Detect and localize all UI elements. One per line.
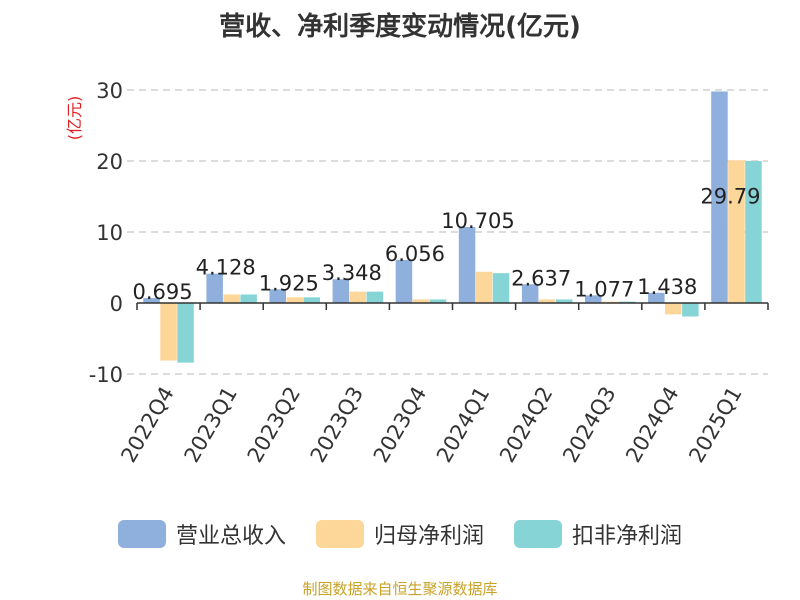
legend: 营业总收入 归母净利润 扣非净利润	[0, 518, 800, 550]
legend-label-deducted-profit: 扣非净利润	[572, 524, 683, 549]
data-label: 6.056	[385, 242, 445, 266]
x-axis-labels: 2022Q4 2023Q1 2023Q2 2023Q3 2023Q4 2024Q1 2024…	[116, 383, 746, 467]
bar-chart: -10 0 10 20 30 2022Q4 2023Q1 2023Q2 2023Q3 2023Q…	[65, 79, 769, 467]
gridlines	[127, 89, 768, 375]
bar[interactable]	[458, 226, 476, 303]
x-axis	[136, 302, 769, 310]
legend-label-net-profit: 归母净利润	[373, 524, 484, 549]
bar[interactable]	[728, 160, 745, 303]
bar[interactable]	[682, 303, 699, 317]
bar[interactable]	[223, 294, 240, 303]
x-tick-label: 2024Q1	[432, 383, 494, 467]
bar[interactable]	[332, 279, 350, 303]
x-tick-label: 2024Q4	[621, 383, 683, 467]
bar[interactable]	[555, 299, 573, 303]
bar[interactable]	[521, 284, 539, 303]
data-label: 10.705	[441, 209, 514, 233]
data-label: 1.077	[574, 277, 634, 301]
legend-swatch-deducted-profit	[514, 520, 562, 548]
legend-item-net-profit[interactable]: 归母净利润	[315, 518, 484, 550]
y-axis-label: (亿元)	[65, 96, 84, 141]
legend-item-deducted-profit[interactable]: 扣非净利润	[514, 518, 682, 550]
bar[interactable]	[240, 294, 257, 303]
bars	[143, 91, 762, 363]
x-tick-label: 2022Q4	[116, 383, 178, 467]
bar[interactable]	[585, 295, 602, 303]
legend-label-revenue: 营业总收入	[175, 524, 286, 549]
legend-swatch-revenue	[117, 520, 166, 548]
data-source-note: 制图数据来自恒生聚源数据库	[302, 580, 498, 598]
bar[interactable]	[286, 297, 304, 303]
bar[interactable]	[648, 292, 665, 303]
data-label: 1.925	[259, 271, 319, 295]
data-label: 2.637	[511, 266, 571, 290]
bar[interactable]	[160, 303, 177, 361]
data-label: 4.128	[196, 256, 256, 280]
y-tick-label: 0	[110, 292, 123, 316]
bar[interactable]	[206, 273, 223, 303]
bar[interactable]	[429, 299, 447, 303]
y-tick-label: -10	[89, 363, 123, 387]
data-label: 0.695	[132, 280, 192, 304]
data-label: 3.348	[322, 261, 382, 285]
y-tick-label: 20	[96, 150, 123, 174]
x-tick-label: 2023Q1	[180, 383, 242, 467]
bar[interactable]	[395, 260, 413, 303]
bar[interactable]	[143, 298, 160, 303]
bar[interactable]	[492, 273, 510, 303]
bar[interactable]	[538, 299, 556, 303]
y-tick-label: 10	[96, 221, 123, 245]
bar[interactable]	[177, 303, 194, 363]
y-tick-label: 30	[96, 79, 123, 103]
x-tick-label: 2023Q3	[306, 383, 368, 467]
x-tick-label: 2023Q2	[243, 383, 305, 467]
bar[interactable]	[745, 161, 762, 303]
bar[interactable]	[349, 291, 367, 303]
x-tick-label: 2023Q4	[369, 383, 431, 467]
bar[interactable]	[269, 289, 287, 303]
x-tick-label: 2024Q3	[558, 383, 620, 467]
data-label: 29.79	[700, 184, 760, 208]
x-tick-label: 2025Q1	[684, 383, 746, 467]
bar[interactable]	[665, 303, 682, 315]
chart-title: 营收、净利季度变动情况(亿元)	[219, 12, 581, 42]
legend-swatch-net-profit	[315, 520, 364, 548]
bar[interactable]	[366, 291, 384, 303]
y-axis-ticks: -10 0 10 20 30	[89, 79, 123, 387]
x-tick-label: 2024Q2	[495, 383, 557, 467]
bar[interactable]	[475, 271, 493, 303]
legend-item-revenue[interactable]: 营业总收入	[117, 518, 286, 550]
bar[interactable]	[303, 297, 321, 303]
bar[interactable]	[711, 91, 728, 303]
data-label: 1.438	[637, 275, 697, 299]
bar[interactable]	[412, 299, 430, 303]
